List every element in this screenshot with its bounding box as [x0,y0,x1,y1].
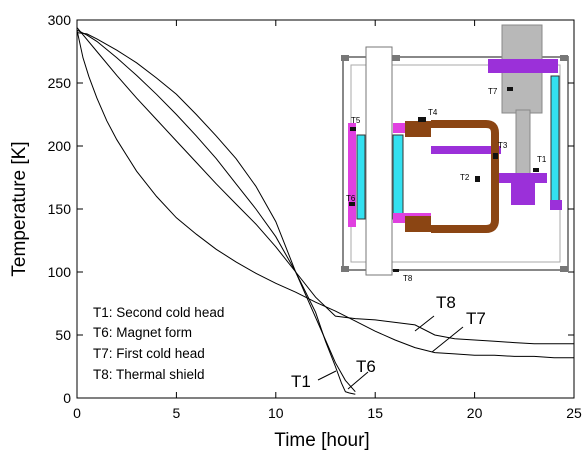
inset-cyan-bar-mid [392,134,404,220]
inset-sensor-t8 [393,269,399,272]
inset-thermal-link [431,146,501,154]
inset-copper-bottom [405,216,431,232]
t7-pointer-line [431,326,464,353]
series-line-t1 [76,29,356,395]
inset-sensor-t1 [533,168,539,172]
series-line-t8 [76,27,574,345]
inset-sensor-t7 [507,87,513,91]
inset-cyan-bar-left [356,134,366,220]
x-tick-label: 25 [566,405,582,421]
curve-label-t8: T8 [436,293,456,312]
inset-corner-top-mid [392,55,400,61]
curve-label-t6: T6 [356,357,376,376]
inset-label-t1: T1 [537,155,547,164]
inset-support-column [365,46,393,276]
t1-pointer-line [317,370,337,381]
t6-pointer-line [347,371,369,390]
inset-label-t4: T4 [428,108,438,117]
inset-label-t3: T3 [498,141,508,150]
y-tick-label: 250 [48,75,72,91]
y-tick-label: 50 [55,327,71,343]
series-line-t7 [76,29,574,359]
inset-second-stage-block [511,183,535,205]
inset-corner-bottom-right [560,266,568,272]
inset-corner-top-left [341,55,349,61]
inset-sensor-t3 [493,153,498,159]
inset-copper-loop [431,120,499,233]
legend-line-t8: T8: Thermal shield [93,367,205,382]
series-curves [76,27,574,395]
legend-line-t1: T1: Second cold head [93,305,224,320]
y-tick-label: 100 [48,264,72,280]
legend-line-t6: T6: Magnet form [93,325,192,340]
inset-copper-top [405,121,431,137]
x-tick-label: 5 [173,405,181,421]
inset-label-t2: T2 [460,173,470,182]
x-tick-label: 20 [467,405,483,421]
legend: T1: Second cold head T6: Magnet form T7:… [93,305,224,382]
t8-pointer-line [414,315,435,332]
curve-labels: T1 T6 T7 T8 [291,293,486,391]
inset-sensor-t6 [349,202,355,206]
x-tick-label: 0 [73,405,81,421]
cryostat-schematic-inset: T1 T2 T3 T4 T5 T6 T7 T8 [339,24,573,283]
inset-label-t6: T6 [346,194,356,203]
inset-sensor-t5 [350,127,356,131]
x-tick-label: 10 [268,405,284,421]
x-tick-label: 15 [367,405,383,421]
y-tick-label: 300 [48,12,72,28]
y-tick-label: 200 [48,138,72,154]
inset-cyan-bar-right [550,75,560,203]
y-tick-label: 0 [63,390,71,406]
inset-magnet-left [348,123,356,227]
series-line-t6 [76,32,356,393]
inset-sensor-t4 [418,117,426,122]
inset-first-stage-flange [488,59,558,73]
inset-corner-top-right [560,55,568,61]
x-axis-label: Time [hour] [274,430,369,451]
inset-label-t8: T8 [403,274,413,283]
y-tick-label: 150 [48,201,72,217]
inset-label-t5: T5 [351,116,361,125]
inset-sensor-t2 [475,176,480,182]
inset-right-foot [550,200,562,210]
curve-label-t7: T7 [466,309,486,328]
inset-corner-bottom-left [341,266,349,272]
legend-line-t7: T7: First cold head [93,346,205,361]
inset-cold-head-stem [515,109,531,175]
inset-second-stage-flange [499,173,547,183]
y-axis-label: Temperature [K] [9,141,30,276]
curve-label-t1: T1 [291,372,311,391]
inset-outer-vessel [342,56,569,271]
inset-label-t7: T7 [488,87,498,96]
